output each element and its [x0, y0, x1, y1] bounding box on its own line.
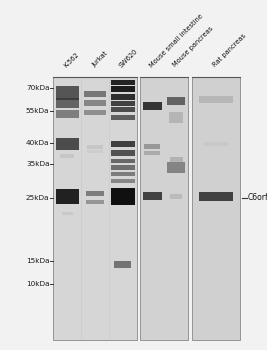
Bar	[56, 110, 78, 118]
Text: 35kDa: 35kDa	[26, 161, 49, 167]
Bar	[204, 142, 228, 146]
Bar	[86, 199, 104, 204]
Bar	[111, 116, 135, 120]
Bar	[87, 150, 103, 153]
Bar	[169, 112, 183, 123]
Bar	[87, 145, 103, 148]
Bar	[198, 192, 234, 201]
Bar	[111, 100, 135, 106]
Bar	[84, 91, 106, 97]
Text: Jurkat: Jurkat	[91, 50, 109, 68]
Text: C6orf25: C6orf25	[248, 193, 267, 202]
Bar	[198, 96, 234, 103]
Bar	[111, 150, 135, 156]
Text: Mouse small intestine: Mouse small intestine	[148, 13, 204, 68]
Bar	[111, 94, 135, 99]
Text: 10kDa: 10kDa	[26, 281, 49, 287]
Bar	[84, 110, 106, 115]
Text: K-562: K-562	[63, 51, 80, 68]
Bar	[170, 157, 183, 162]
Bar	[111, 141, 135, 147]
Bar	[111, 80, 135, 85]
Bar	[56, 189, 78, 204]
Bar	[192, 77, 240, 340]
Bar	[60, 154, 74, 158]
Bar	[170, 194, 182, 199]
Text: Mouse pancreas: Mouse pancreas	[172, 26, 214, 68]
Bar	[53, 77, 137, 340]
Bar	[143, 102, 162, 110]
Text: SW620: SW620	[119, 48, 139, 68]
Bar	[143, 193, 162, 200]
Bar	[86, 191, 104, 196]
Text: 40kDa: 40kDa	[26, 140, 49, 146]
Bar	[167, 97, 185, 105]
Text: 55kDa: 55kDa	[26, 108, 49, 114]
Bar	[167, 162, 185, 173]
Bar	[56, 138, 78, 150]
Bar	[111, 107, 135, 112]
Bar	[111, 159, 135, 163]
Bar	[56, 85, 78, 100]
Bar	[111, 172, 135, 176]
Bar	[111, 188, 135, 205]
Text: 15kDa: 15kDa	[26, 258, 49, 264]
Bar	[111, 85, 135, 92]
Bar	[144, 144, 160, 149]
Bar	[140, 77, 188, 340]
Bar	[111, 179, 135, 183]
Bar	[144, 151, 160, 155]
Text: Rat pancreas: Rat pancreas	[212, 33, 247, 68]
Bar	[56, 98, 78, 108]
Bar	[114, 261, 131, 268]
Bar	[84, 100, 106, 106]
Text: 25kDa: 25kDa	[26, 195, 49, 201]
Bar	[111, 165, 135, 170]
Bar	[62, 211, 73, 216]
Text: 70kDa: 70kDa	[26, 84, 49, 91]
